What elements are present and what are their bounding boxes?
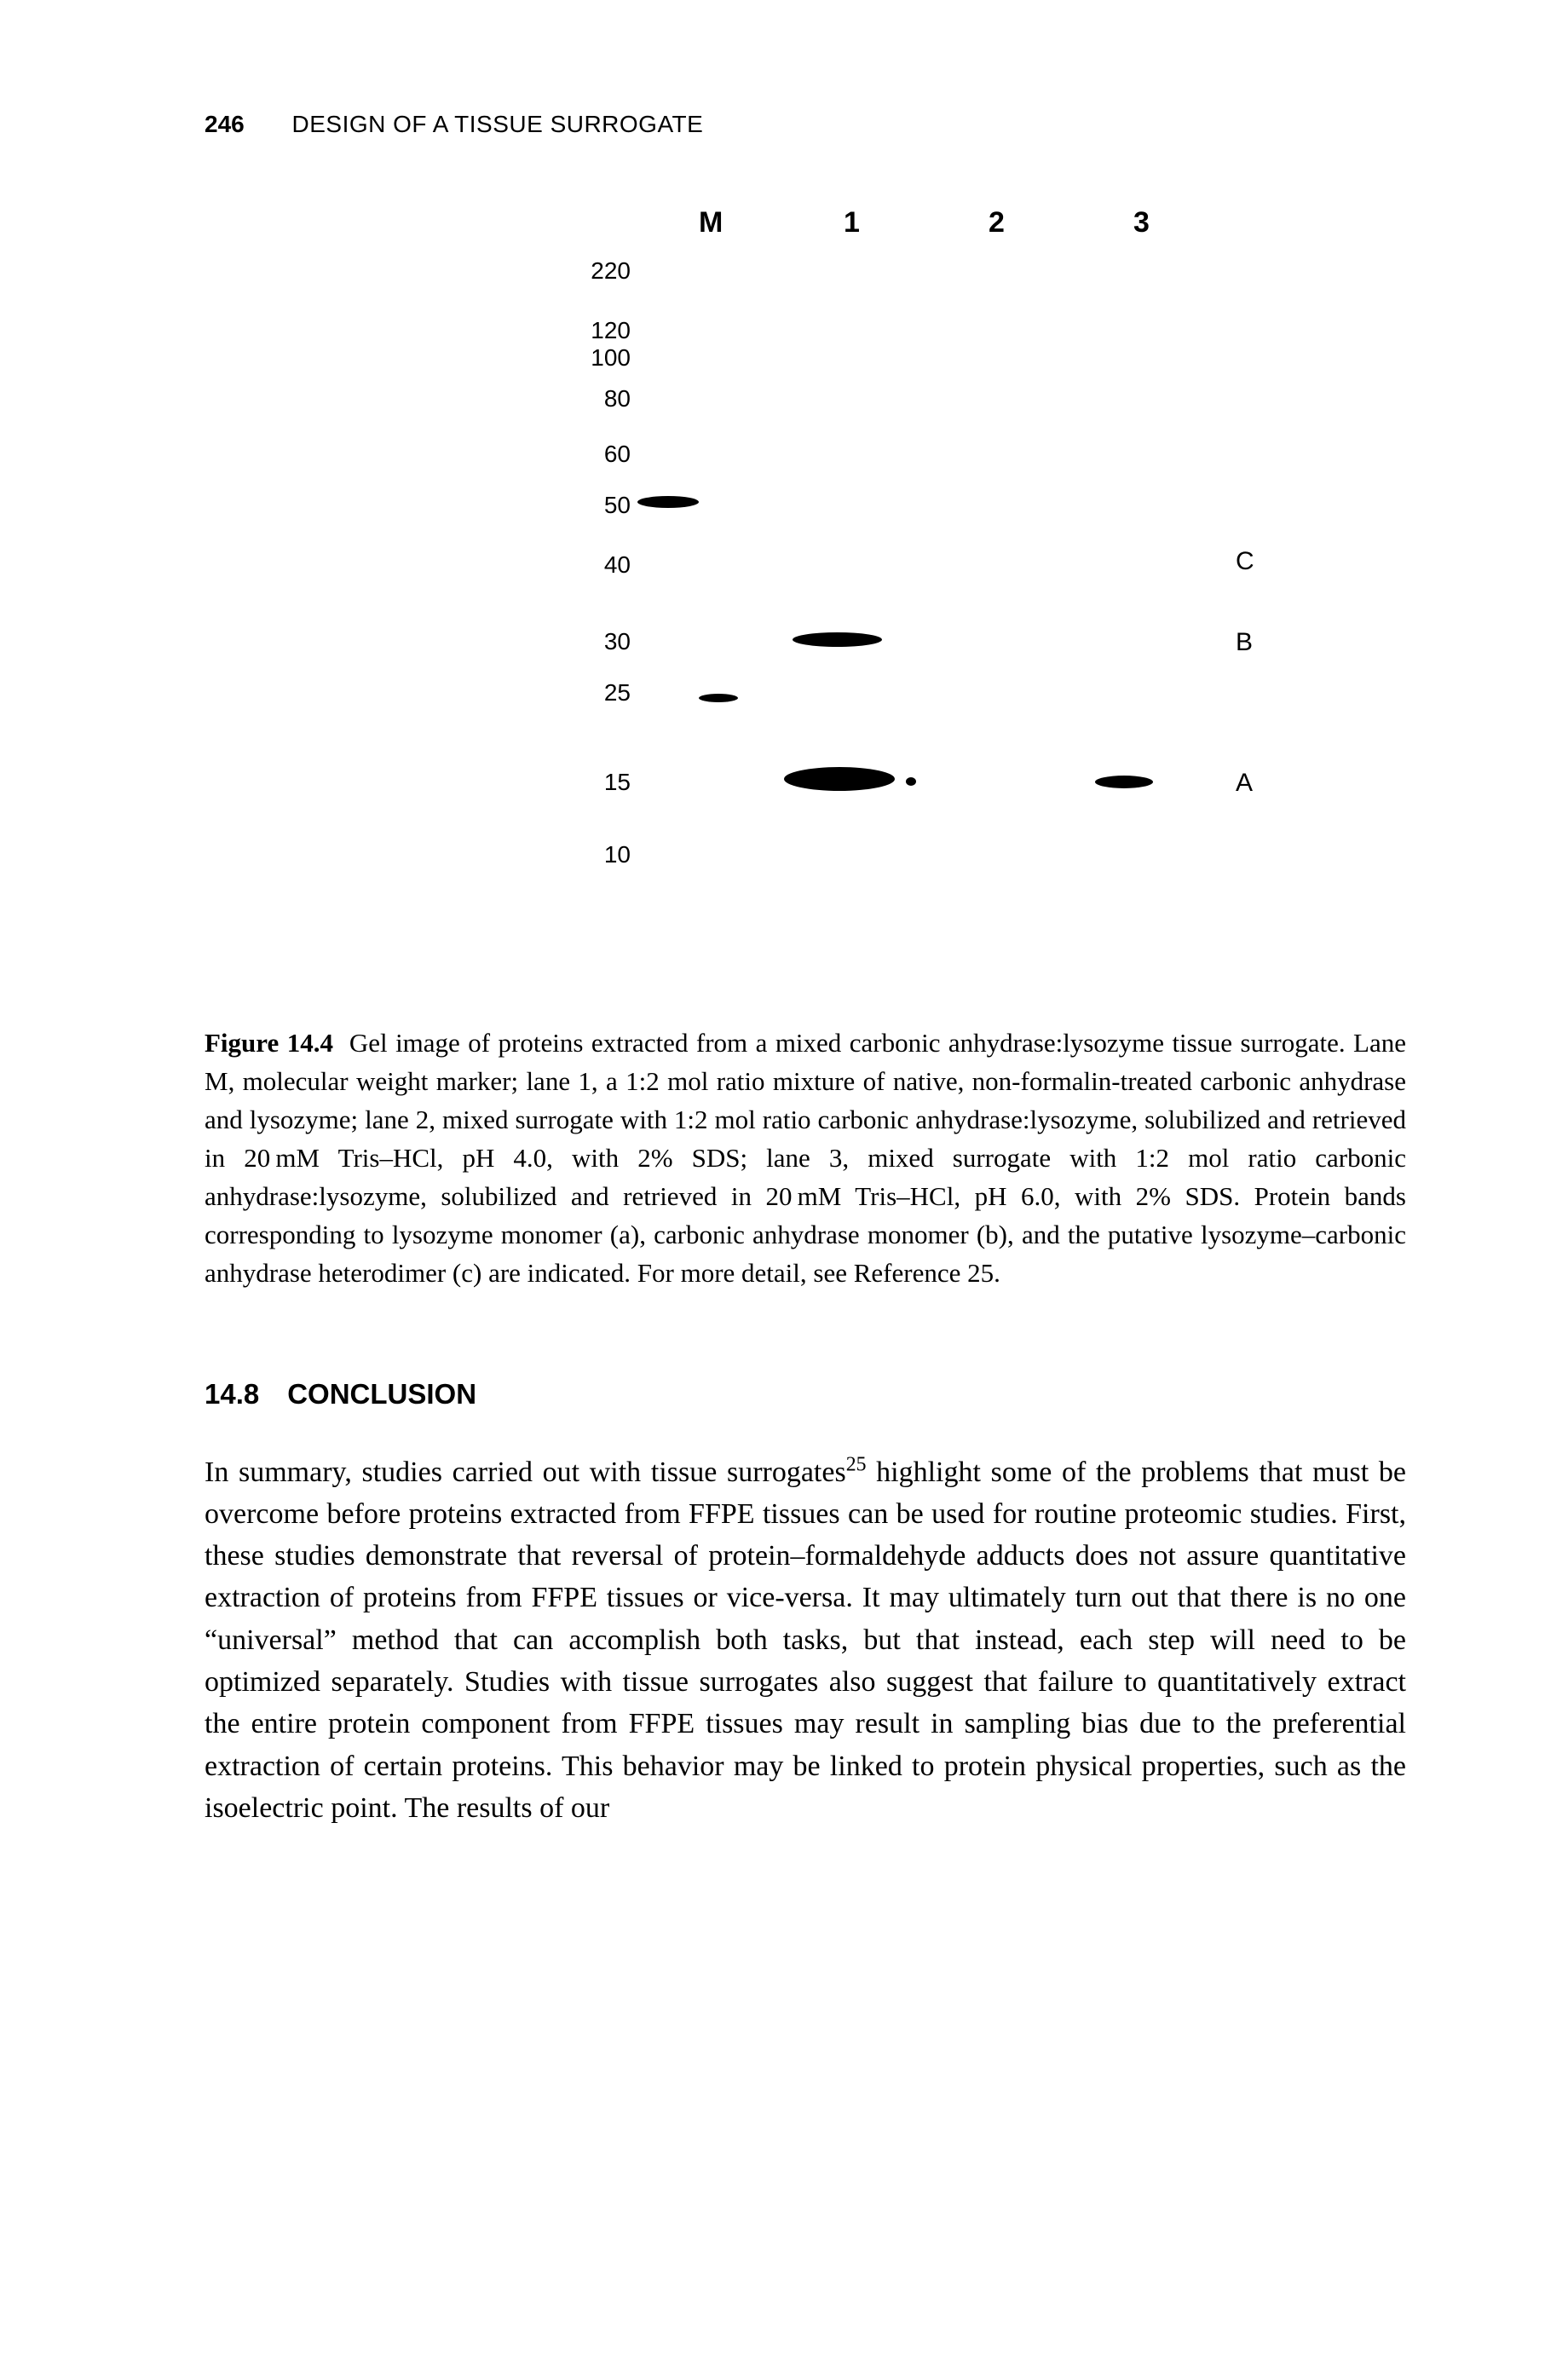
- mw-label: 30: [579, 628, 631, 655]
- body-paragraph: In summary, studies carried out with tis…: [205, 1451, 1406, 1830]
- body-text-pre: In summary, studies carried out with tis…: [205, 1456, 846, 1488]
- mw-label: 120: [579, 317, 631, 344]
- page-header: 246 DESIGN OF A TISSUE SURROGATE: [205, 111, 1406, 138]
- gel-band: [1095, 776, 1153, 788]
- side-label: B: [1236, 628, 1253, 657]
- mw-label: 25: [579, 679, 631, 707]
- figure-label: Figure 14.4: [205, 1028, 333, 1058]
- mw-label: 10: [579, 841, 631, 868]
- lane-header: 3: [1133, 206, 1150, 239]
- figure-caption-text: Gel image of proteins extracted from a m…: [205, 1028, 1406, 1288]
- gel-band: [699, 694, 738, 702]
- mw-label: 220: [579, 257, 631, 285]
- page-number: 246: [205, 111, 245, 137]
- gel-band: [793, 632, 882, 647]
- mw-label: 50: [579, 492, 631, 519]
- side-label: C: [1236, 547, 1254, 576]
- lane-header: 1: [844, 206, 860, 239]
- mw-label: 100: [579, 344, 631, 372]
- lane-header: 2: [989, 206, 1005, 239]
- gel-band: [637, 496, 699, 508]
- gel-image: M 1 2 3 220 120100 80 60 50 40 30 25 15 10 C B A: [528, 206, 1423, 871]
- mw-label: 80: [579, 385, 631, 412]
- side-label: A: [1236, 769, 1253, 798]
- mw-label: 60: [579, 441, 631, 468]
- body-text-post: highlight some of the problems that must…: [205, 1456, 1406, 1824]
- section-heading: 14.8 CONCLUSION: [205, 1378, 1406, 1410]
- gel-band: [906, 777, 916, 786]
- mw-label: 15: [579, 769, 631, 796]
- lane-header: M: [699, 206, 723, 239]
- figure-caption: Figure 14.4 Gel image of proteins extrac…: [205, 1024, 1406, 1293]
- running-title: DESIGN OF A TISSUE SURROGATE: [292, 111, 704, 137]
- mw-label: 40: [579, 551, 631, 579]
- reference-superscript: 25: [846, 1453, 867, 1475]
- gel-band: [784, 767, 895, 791]
